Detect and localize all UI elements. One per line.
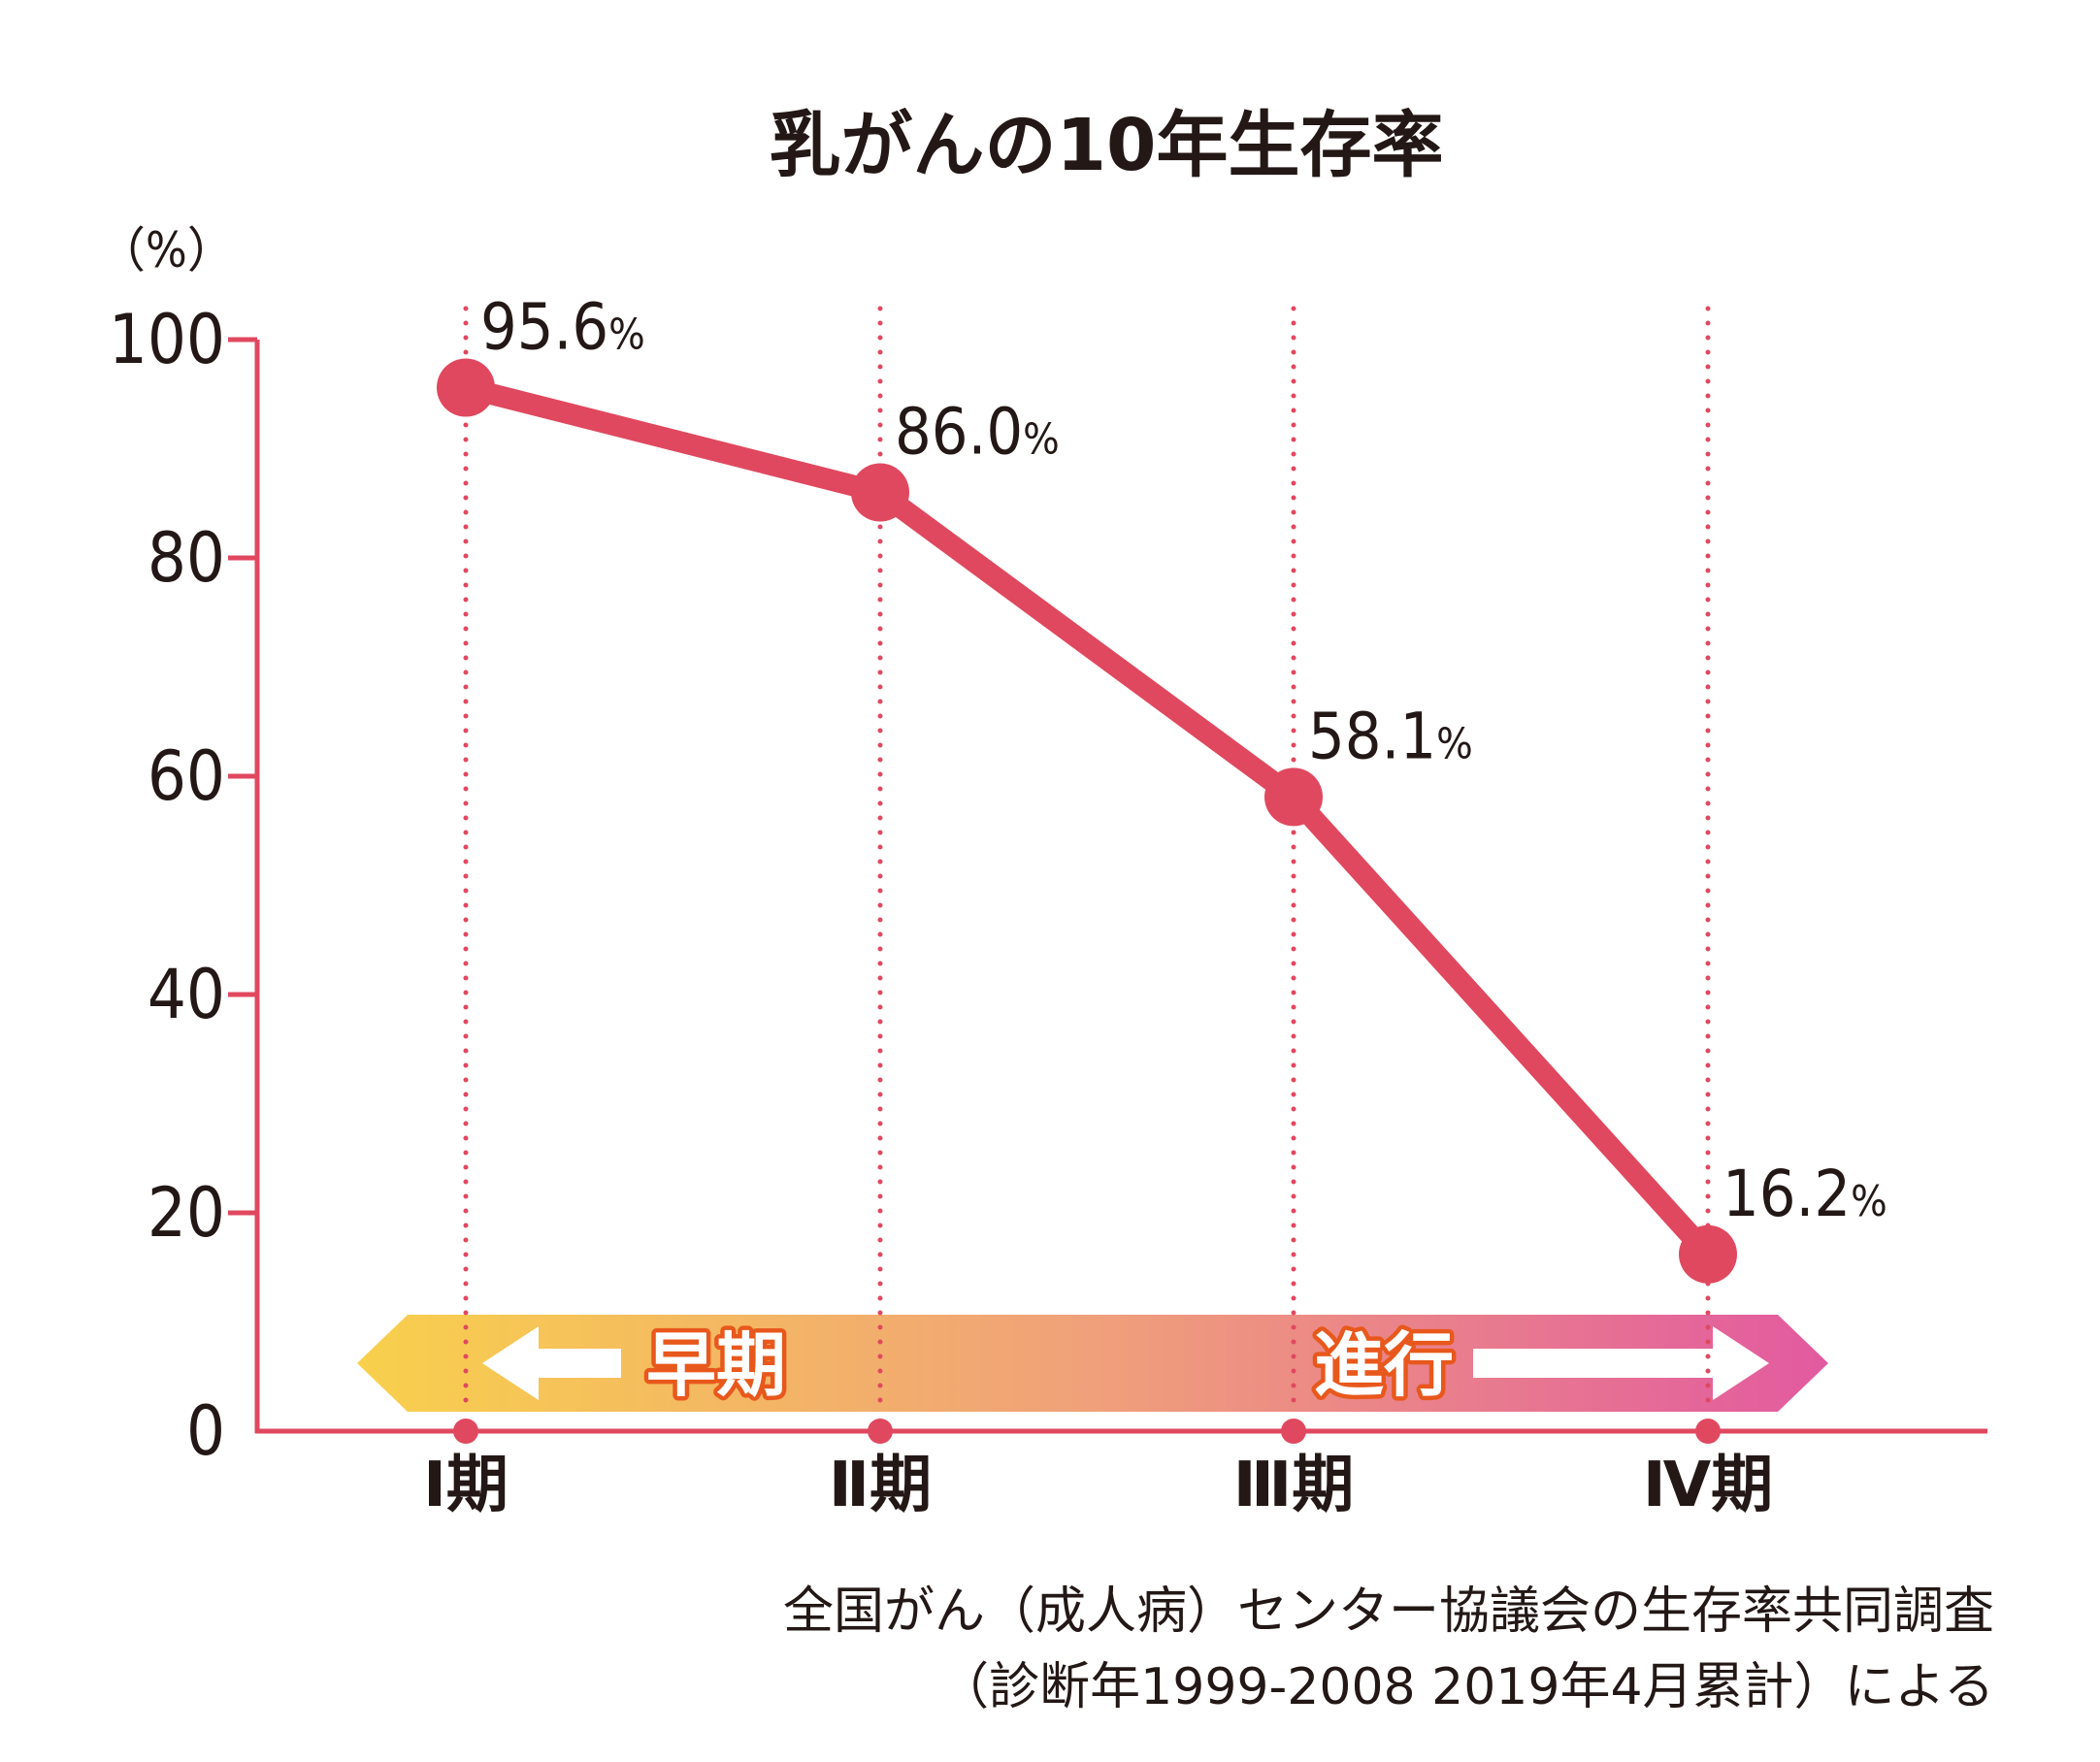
x-tick-label-3: Ⅲ期 xyxy=(1233,1450,1355,1521)
x-tick-label-4: Ⅳ期 xyxy=(1643,1450,1773,1521)
y-axis-ticks: 0 20 40 60 80 100 xyxy=(109,300,257,1471)
y-tick-label-100: 100 xyxy=(109,300,225,379)
y-tick-label-40: 40 xyxy=(148,955,225,1034)
early-stage-label: 早期 xyxy=(646,1324,786,1406)
survival-series xyxy=(437,358,1737,1284)
y-axis-unit-label: （%） xyxy=(97,222,236,278)
y-tick-label-80: 80 xyxy=(148,518,225,598)
data-point-2 xyxy=(851,463,909,522)
left-arrow-icon xyxy=(482,1326,621,1400)
data-label-4: 16.2% xyxy=(1723,1157,1887,1231)
data-label-2: 86.0% xyxy=(895,395,1060,470)
x-tick-dot-1 xyxy=(453,1419,478,1444)
stage-band: 早期 進行 xyxy=(357,1315,1828,1412)
x-tick-dot-3 xyxy=(1281,1419,1306,1444)
x-tick-label-2: Ⅱ期 xyxy=(829,1450,932,1521)
series-line xyxy=(455,376,1719,1265)
stage-gridlines xyxy=(463,306,1711,1418)
data-point-1 xyxy=(437,358,495,417)
data-point-3 xyxy=(1264,767,1323,827)
x-tick-dot-2 xyxy=(868,1419,893,1444)
data-label-3: 58.1% xyxy=(1308,699,1473,773)
data-labels: 95.6% 86.0% 58.1% 16.2% xyxy=(480,290,1887,1231)
chart-title: 乳がんの10年生存率 xyxy=(770,104,1444,187)
source-note-line-2: （診断年1999-2008 2019年4月累計）による xyxy=(938,1658,1994,1716)
x-axis-ticks: Ⅰ期 Ⅱ期 Ⅲ期 Ⅳ期 xyxy=(423,1419,1773,1521)
right-arrow-icon xyxy=(1473,1326,1769,1400)
y-tick-label-0: 0 xyxy=(186,1391,225,1471)
data-point-4 xyxy=(1679,1224,1737,1284)
stage-band-arrow xyxy=(357,1315,1828,1412)
x-tick-label-1: Ⅰ期 xyxy=(423,1450,509,1521)
advanced-stage-label: 進行 xyxy=(1314,1324,1454,1406)
x-tick-dot-4 xyxy=(1695,1419,1721,1444)
source-note-line-1: 全国がん（成人病）センター協議会の生存率共同調査 xyxy=(783,1583,1994,1641)
y-tick-label-60: 60 xyxy=(148,736,225,816)
data-label-1: 95.6% xyxy=(480,290,645,365)
y-tick-label-20: 20 xyxy=(148,1173,225,1253)
